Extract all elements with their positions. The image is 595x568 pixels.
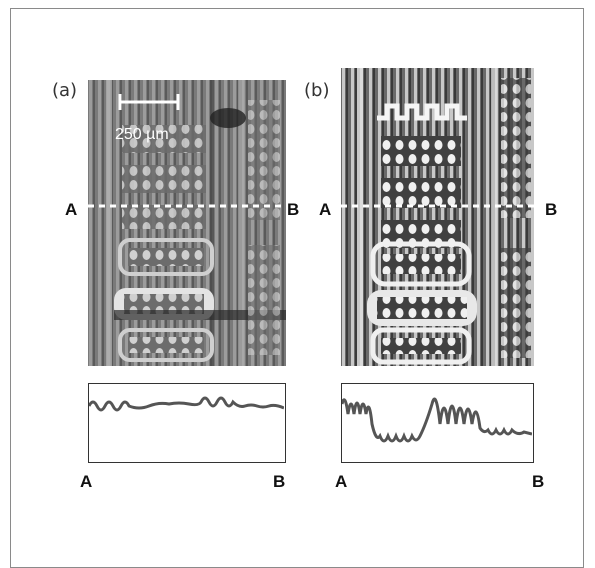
- panel-label-a: (a): [52, 80, 78, 101]
- micrograph-a: [88, 80, 286, 366]
- point-a-label-top-right: A: [319, 200, 332, 219]
- profile-curve-a: [89, 396, 284, 412]
- point-b-label-bottom-left: B: [273, 472, 286, 491]
- micrograph-b: [341, 68, 534, 366]
- line-profile-b: [341, 383, 534, 463]
- point-a-label-top-left: A: [65, 200, 78, 219]
- scale-bar-label: 250 µm: [115, 126, 169, 143]
- point-b-label-top-right: B: [545, 200, 558, 219]
- point-b-label-bottom-right: B: [532, 472, 545, 491]
- line-profile-a: [88, 383, 286, 463]
- panel-label-b: (b): [304, 80, 330, 101]
- profile-curve-b: [342, 397, 532, 443]
- point-a-label-bottom-right: A: [335, 472, 348, 491]
- point-b-label-top-left: B: [287, 200, 300, 219]
- point-a-label-bottom-left: A: [80, 472, 93, 491]
